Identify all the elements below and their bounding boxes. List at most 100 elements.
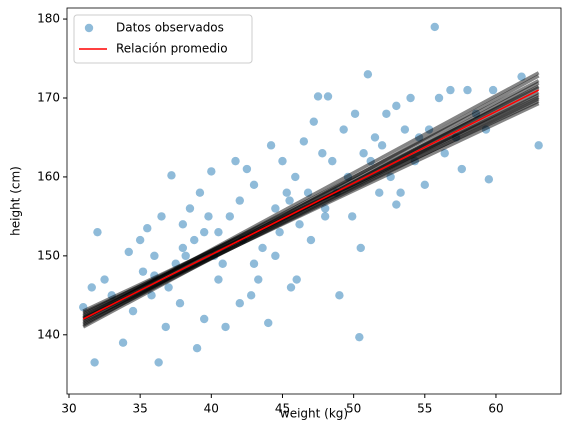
data-point [266,141,276,150]
data-point [424,125,434,134]
data-point [471,109,481,118]
y-tick-label: 150 [37,248,60,262]
data-point [271,251,280,261]
data-point [190,235,199,245]
legend-marker [84,23,94,33]
data-point [396,188,405,197]
data-point [124,247,133,257]
data-point [128,306,138,316]
data-point [214,227,223,237]
data-point [299,137,309,146]
data-point [286,283,296,292]
data-point [107,291,116,300]
y-tick-label: 140 [37,327,60,341]
data-point [282,188,291,197]
data-point [175,299,185,308]
sample-line [82,97,540,323]
data-point [363,70,373,79]
data-point [278,156,287,166]
x-tick-label: 30 [61,402,76,416]
data-point [242,164,252,174]
data-point [254,275,263,284]
data-point [392,200,401,209]
data-point [291,172,300,182]
data-point [150,271,159,280]
data-point [93,227,102,237]
data-point [285,196,294,205]
data-point [434,93,444,103]
data-point [318,149,327,158]
data-point [484,175,494,184]
data-point [231,156,240,166]
data-point [392,101,401,111]
data-point [161,322,170,332]
data-point [328,156,337,166]
data-point [147,291,156,300]
x-axis-label: weight (kg) [280,407,348,421]
data-point [135,235,145,245]
data-point [410,156,420,166]
legend-box [73,14,253,64]
x-tick-label: 50 [346,402,361,416]
data-point [451,133,461,142]
data-point [355,332,364,342]
data-point [138,267,148,276]
data-point [258,243,267,253]
data-point [185,204,195,213]
sample-line [82,79,540,319]
data-point [225,212,235,221]
legend-label: Datos observados [116,21,224,35]
data-point [292,275,301,284]
data-point [164,283,173,292]
data-point [446,85,455,95]
data-point [204,212,213,221]
data-point [246,291,256,300]
data-point [207,167,216,176]
data-point [517,72,526,81]
data-point [440,149,449,158]
x-tick-label: 60 [488,402,503,416]
data-point [488,85,498,95]
data-point [295,220,304,229]
sample-line [82,71,540,321]
data-point [366,156,375,166]
data-point [370,133,380,142]
data-point [335,291,344,300]
data-point [356,243,365,253]
data-point [406,93,415,103]
data-point [150,251,159,261]
data-point [414,133,424,142]
data-point [181,251,190,261]
data-point [348,212,357,221]
data-point [171,259,180,268]
x-tick-label: 40 [204,402,219,416]
data-point [375,188,384,197]
data-point [154,358,163,367]
data-point [343,172,353,182]
legend-label: Relación promedio [116,42,228,56]
data-point [339,125,348,134]
data-point [178,243,188,253]
sample-line [82,90,540,326]
data-point [214,275,223,284]
data-point [218,259,227,268]
sample-line [82,101,540,320]
data-point [386,172,395,182]
data-point [313,92,323,101]
data-point [264,318,273,328]
data-point [192,344,202,353]
data-point [382,109,391,118]
y-axis-label: height (cm) [9,166,23,236]
data-point [309,117,318,126]
data-point [463,85,472,95]
data-point [420,180,429,190]
x-tick-label: 45 [275,402,290,416]
data-point [235,196,244,205]
data-point [430,22,439,32]
data-point [157,212,166,221]
data-point [199,314,209,324]
data-point [377,141,387,150]
mean-line [82,89,540,320]
sample-line [82,74,540,327]
